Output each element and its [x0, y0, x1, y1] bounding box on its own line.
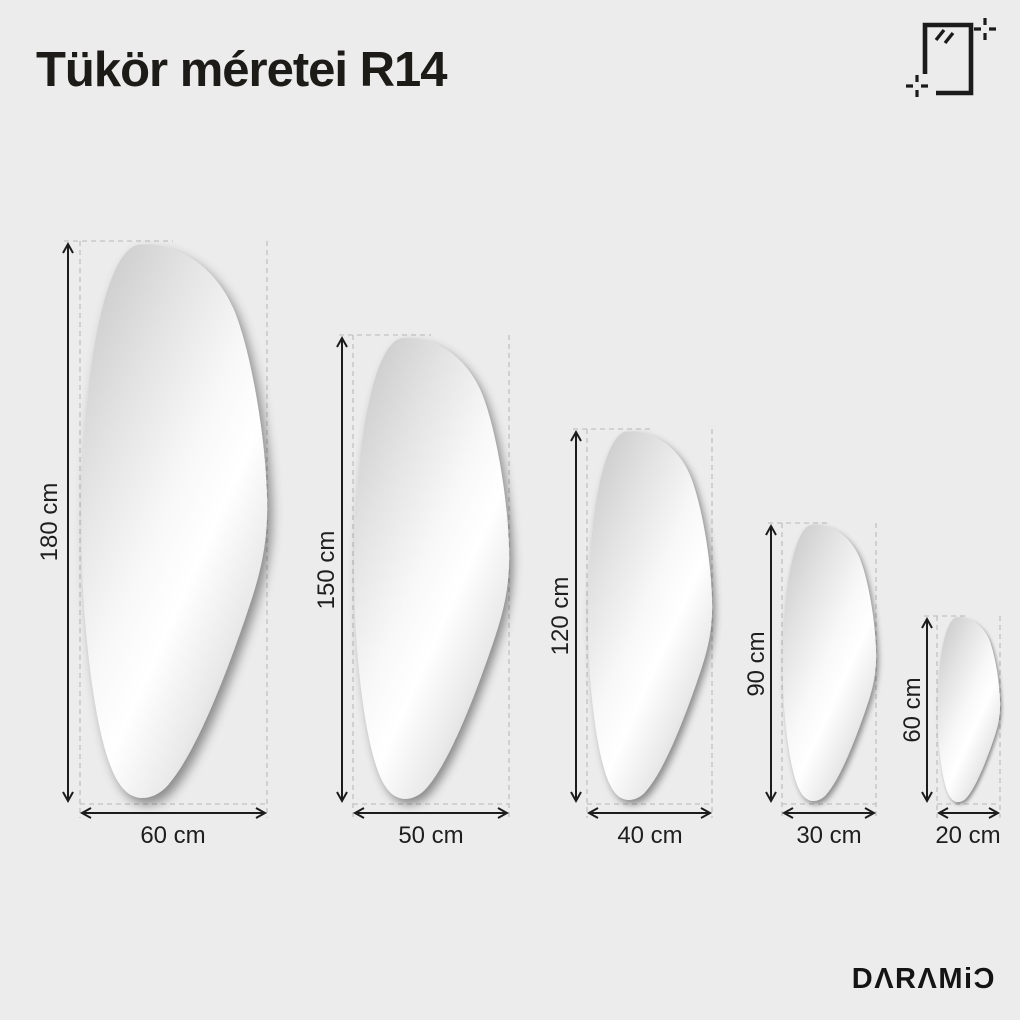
- mirror-diagram-60cm: [921, 615, 1001, 819]
- height-label-180: 180 cm: [36, 482, 63, 562]
- height-dimension-arrow: [765, 523, 777, 804]
- mirror-icon: [906, 18, 996, 97]
- width-label-40: 40 cm: [617, 822, 683, 849]
- mirror-shape: [588, 431, 713, 800]
- mirror-shape: [937, 617, 1001, 802]
- height-label-90: 90 cm: [743, 631, 770, 697]
- height-dimension-arrow: [921, 616, 933, 804]
- page-title: Tükör méretei R14: [36, 43, 448, 97]
- sparkle-icon: [974, 18, 996, 40]
- width-dimension-arrow: [781, 807, 877, 819]
- mirror-glare-lines: [934, 28, 955, 45]
- width-dimension-arrow: [936, 807, 1001, 819]
- width-label-20: 20 cm: [935, 822, 1001, 849]
- mirror-shape: [354, 337, 510, 799]
- mirror-diagram-120cm: [570, 428, 713, 819]
- width-label-60: 60 cm: [140, 822, 206, 849]
- width-dimension-arrow: [79, 807, 268, 819]
- width-label-30: 30 cm: [796, 822, 862, 849]
- height-label-60: 60 cm: [899, 677, 926, 743]
- height-dimension-arrow: [570, 429, 582, 804]
- mirror-shape: [782, 524, 877, 801]
- brand-logo: DΛRΛMiƆ: [851, 963, 996, 995]
- height-label-120: 120 cm: [547, 576, 574, 656]
- height-label-150: 150 cm: [313, 530, 340, 610]
- mirror-frame-shape: [922, 22, 974, 96]
- mirror-shape: [81, 244, 268, 798]
- height-dimension-arrow: [336, 335, 348, 804]
- mirror-diagram-90cm: [765, 522, 877, 819]
- mirror-diagram-180cm: [62, 240, 268, 819]
- width-dimension-arrow: [586, 807, 713, 819]
- sparkle-icon: [906, 75, 928, 97]
- height-dimension-arrow: [62, 241, 74, 804]
- width-label-50: 50 cm: [398, 822, 464, 849]
- width-dimension-arrow: [352, 807, 510, 819]
- mirror-diagram-150cm: [336, 334, 510, 819]
